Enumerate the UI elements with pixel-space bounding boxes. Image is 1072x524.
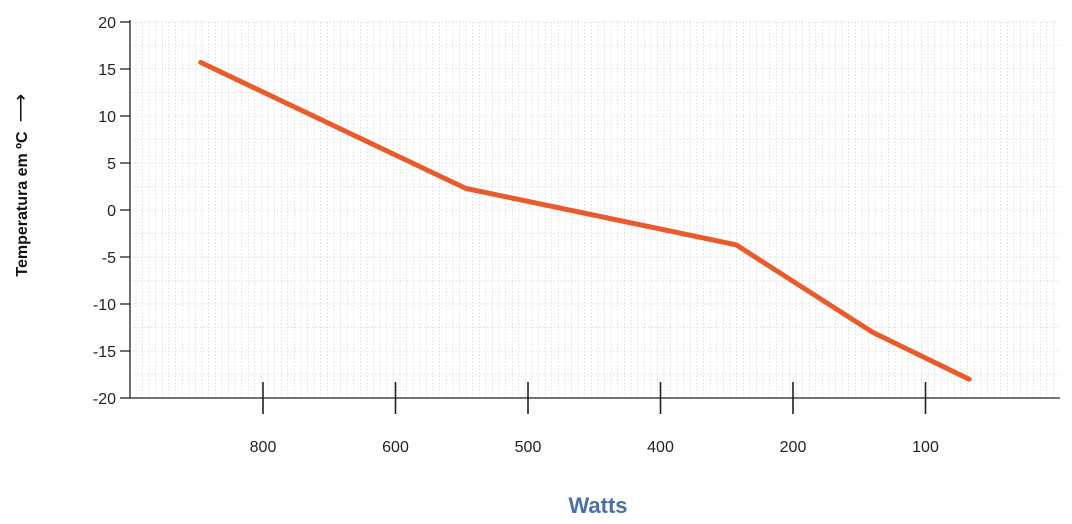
x-tick-label: 400 (647, 439, 674, 456)
x-axis-ticks: 800 600 500 400 200 100 (250, 382, 939, 456)
y-tick-label: -15 (93, 344, 116, 361)
x-tick-label: 800 (250, 439, 277, 456)
x-tick-label: 500 (515, 439, 542, 456)
y-tick-label: 5 (107, 156, 116, 173)
x-tick-label: 100 (912, 439, 939, 456)
series-line (198, 59, 972, 382)
y-tick-label: 10 (98, 109, 116, 126)
y-tick-label: -20 (93, 391, 116, 408)
y-axis-label: Temperatura em ºC (14, 131, 31, 277)
x-axis-label: Watts (568, 493, 627, 518)
grid-lines (130, 21, 1060, 399)
x-tick-label: 200 (780, 439, 807, 456)
axes (129, 20, 1060, 399)
y-axis-ticks: 20 15 10 5 0 -5 -10 -15 -20 (93, 15, 130, 408)
series-group (198, 59, 972, 382)
x-tick-label: 600 (382, 439, 409, 456)
y-tick-label: 0 (107, 203, 116, 220)
y-tick-label: -10 (93, 297, 116, 314)
y-tick-label: -5 (102, 250, 116, 267)
y-axis-arrow-icon: ⟶ (10, 94, 32, 123)
y-tick-label: 15 (98, 62, 116, 79)
y-tick-label: 20 (98, 15, 116, 32)
